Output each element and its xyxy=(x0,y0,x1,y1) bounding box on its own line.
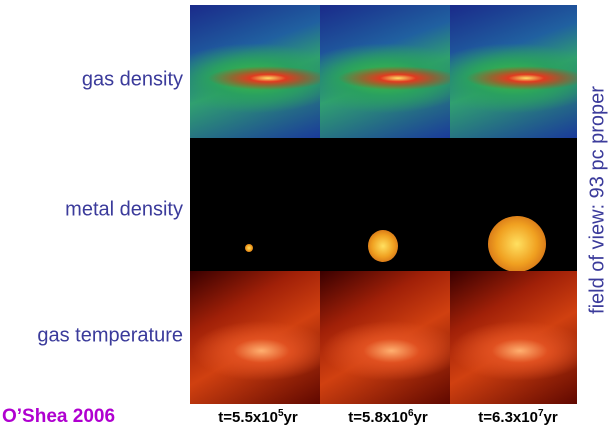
time-label: t=5.5x105yr xyxy=(218,408,297,426)
image xyxy=(190,271,320,404)
time-label: t=5.8x106yr xyxy=(348,408,427,426)
time-prefix: t=5.5x10 xyxy=(218,409,278,426)
row-label: gas density xyxy=(82,69,183,92)
time-suffix: yr xyxy=(544,409,558,426)
time-prefix: t=6.3x10 xyxy=(478,409,538,426)
image xyxy=(320,5,450,138)
image xyxy=(190,5,320,138)
time-suffix: yr xyxy=(414,409,428,426)
image xyxy=(450,271,577,404)
time-prefix: t=5.8x10 xyxy=(348,409,408,426)
image xyxy=(190,138,320,271)
image xyxy=(450,5,577,138)
image xyxy=(450,138,577,271)
row-label: metal density xyxy=(65,199,183,222)
time-label: t=6.3x107yr xyxy=(478,408,557,426)
image xyxy=(320,138,450,271)
row-label: gas temperature xyxy=(37,325,183,348)
credit: O’Shea 2006 xyxy=(2,406,115,428)
side-label: field of view: 93 pc proper xyxy=(587,86,610,314)
image xyxy=(320,271,450,404)
time-suffix: yr xyxy=(284,409,298,426)
page: gas density metal density gas temperatur… xyxy=(0,0,616,429)
